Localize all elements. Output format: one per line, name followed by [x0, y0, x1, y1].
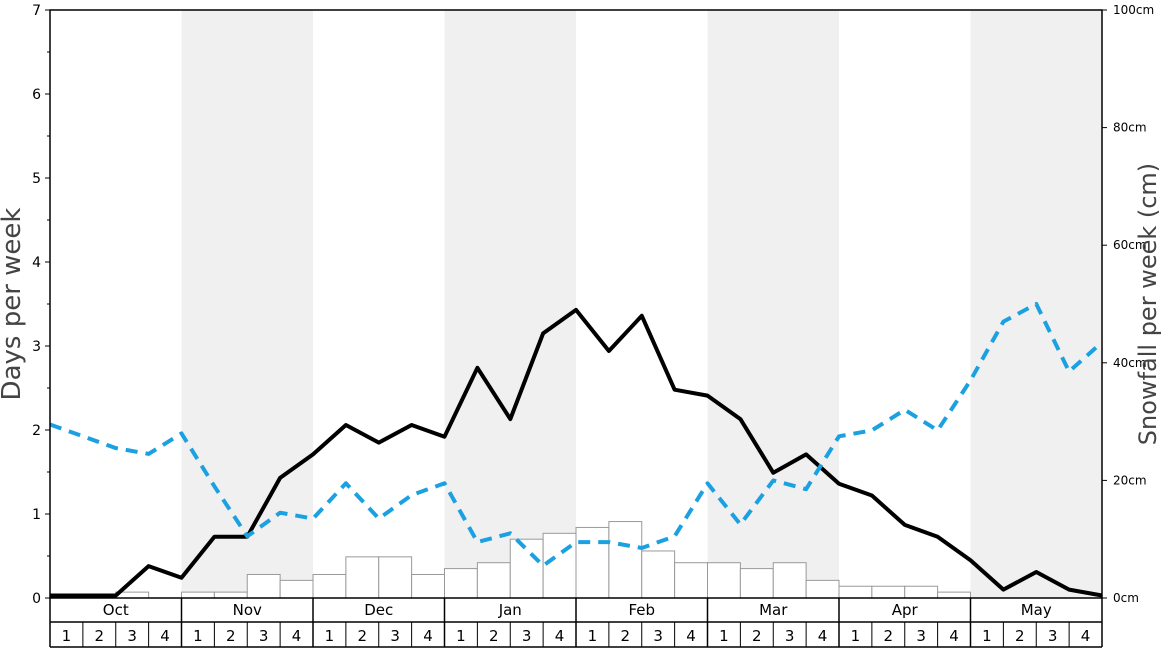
month-label: Oct: [103, 601, 129, 619]
snowfall-bar: [575, 526, 610, 599]
snowfall-bar: [213, 591, 248, 599]
month-label: Feb: [628, 601, 655, 619]
left-tick-label: 3: [32, 339, 41, 355]
left-tick-label: 0: [32, 591, 41, 607]
series-lines: [49, 302, 1104, 598]
snowfall-bar: [411, 573, 445, 599]
left-tick-label: 6: [32, 87, 41, 103]
week-label: 1: [719, 627, 729, 645]
snowfall-bar: [181, 591, 215, 599]
week-label: 4: [686, 627, 696, 645]
snowfall-bar: [641, 550, 676, 599]
week-label: 3: [390, 627, 400, 645]
left-tick-label: 7: [32, 3, 41, 19]
left-axis: 0 1 2 3 4 5 6 7: [32, 3, 50, 607]
week-label: 2: [752, 627, 762, 645]
right-tick-label: 60cm: [1113, 238, 1147, 252]
snowfall-bar: [345, 556, 380, 599]
month-label: Jan: [498, 601, 522, 619]
snowfall-bar: [904, 585, 939, 599]
right-tick-label: 40cm: [1113, 356, 1147, 370]
week-label: 1: [62, 627, 72, 645]
week-label: 2: [884, 627, 894, 645]
month-shade-jan: [444, 10, 576, 598]
right-axis: 0cm 20cm 40cm 60cm 80cm 100cm: [1102, 3, 1154, 605]
snowfall-bar: [674, 562, 708, 599]
week-label: 4: [1081, 627, 1091, 645]
week-label: 2: [489, 627, 499, 645]
week-label: 3: [127, 627, 137, 645]
dashed-series-line: [49, 302, 1104, 568]
week-label: 1: [982, 627, 992, 645]
week-label: 4: [292, 627, 302, 645]
week-label: 2: [1015, 627, 1025, 645]
snowfall-bar: [476, 562, 511, 599]
snowfall-bar: [312, 573, 347, 599]
snowfall-bar: [378, 556, 413, 599]
left-tick-label: 5: [32, 171, 41, 187]
week-label: 3: [259, 627, 269, 645]
left-tick-label: 4: [32, 255, 41, 271]
week-label: 4: [949, 627, 959, 645]
month-label: Apr: [892, 601, 919, 619]
snowfall-bar: [871, 585, 906, 599]
right-tick-label: 0cm: [1113, 591, 1139, 605]
month-shade-mar: [707, 10, 839, 598]
month-label: Dec: [364, 601, 393, 619]
week-label: 3: [1048, 627, 1058, 645]
snowfall-bar: [279, 579, 314, 599]
left-tick-label: 1: [32, 507, 41, 523]
week-label: 1: [588, 627, 598, 645]
right-axis-title: Snowfall per week (cm): [1134, 163, 1162, 445]
week-label: 2: [226, 627, 236, 645]
week-label: 4: [555, 627, 565, 645]
snowfall-bar: [707, 562, 741, 599]
week-label: 2: [95, 627, 105, 645]
left-axis-title: Days per week: [0, 208, 27, 401]
snowfall-bar: [772, 562, 807, 599]
snowfall-bar: [542, 532, 577, 599]
month-shade-nov: [181, 10, 313, 598]
snowfall-bar: [805, 579, 840, 599]
left-tick-label: 2: [32, 423, 41, 439]
week-label: 1: [193, 627, 203, 645]
month-label: Nov: [233, 601, 262, 619]
snowfall-bar: [509, 538, 544, 599]
snowfall-bar: [246, 573, 281, 599]
month-label: May: [1021, 601, 1052, 619]
days-per-week-line: [50, 307, 1103, 598]
week-label: 2: [358, 627, 368, 645]
week-label: 3: [916, 627, 926, 645]
week-label: 1: [325, 627, 335, 645]
right-tick-label: 80cm: [1113, 121, 1147, 135]
week-label: 2: [621, 627, 631, 645]
week-label: 3: [653, 627, 663, 645]
snowfall-bar: [608, 521, 643, 599]
snowfall-bar: [937, 591, 971, 599]
week-label: 3: [522, 627, 532, 645]
x-axis-table: Oct 1 2 3 4 Nov 1 2 3 4 Dec 1 2 3 4 Jan 1 2 3 4 Feb 1 2 3 4 Mar 1 2…: [49, 598, 1103, 648]
snowfall-bar: [739, 568, 774, 599]
snowfall-bar: [838, 585, 873, 599]
snowfall-bar: [444, 568, 478, 599]
week-label: 4: [818, 627, 828, 645]
week-label: 1: [456, 627, 466, 645]
right-tick-label: 20cm: [1113, 473, 1147, 487]
week-label: 1: [851, 627, 861, 645]
month-label: Mar: [759, 601, 788, 619]
week-label: 3: [785, 627, 795, 645]
week-label: 4: [423, 627, 433, 645]
month-shading: [181, 10, 1102, 598]
right-tick-label: 100cm: [1113, 3, 1154, 17]
week-label: 4: [160, 627, 170, 645]
